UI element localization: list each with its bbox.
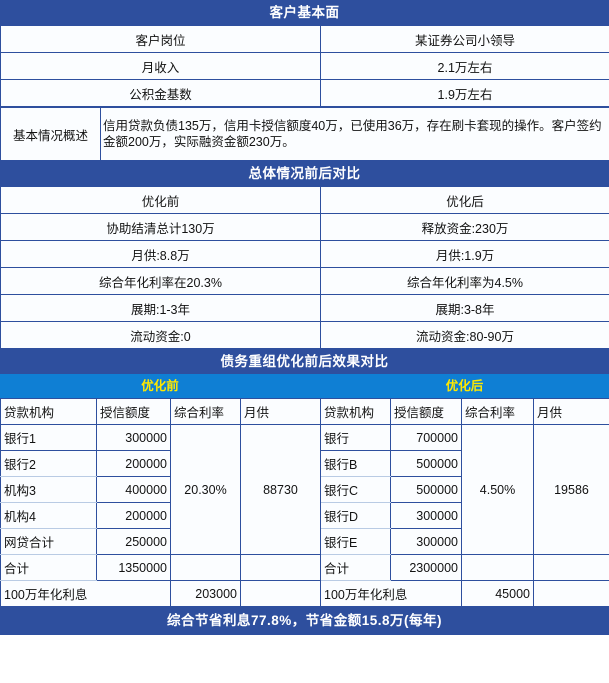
table-row-header: 优化前 优化后 bbox=[0, 186, 609, 214]
table-row: 公积金基数 1.9万左右 bbox=[0, 79, 609, 107]
basic-summary-table: 基本情况概述 信用贷款负债135万，信用卡授信额度40万，已使用36万，存在刷卡… bbox=[0, 107, 609, 161]
before-amount-1: 200000 bbox=[96, 450, 171, 477]
overall-before-0: 协助结清总计130万 bbox=[0, 213, 321, 241]
debt-detail-table: 贷款机构 授信额度 综合利率 月供 贷款机构 授信额度 综合利率 月供 银行1 … bbox=[0, 398, 609, 607]
before-inst-1: 银行2 bbox=[0, 450, 97, 477]
after-rate: 4.50% bbox=[461, 424, 534, 555]
after-interest-label: 100万年化利息 bbox=[320, 580, 462, 607]
after-interest-value: 45000 bbox=[461, 580, 534, 607]
overall-col-before: 优化前 bbox=[0, 186, 321, 214]
before-inst-4: 网贷合计 bbox=[0, 528, 97, 555]
after-interest-blank bbox=[533, 580, 609, 607]
overall-before-2: 综合年化利率在20.3% bbox=[0, 267, 321, 295]
overall-before-1: 月供:8.8万 bbox=[0, 240, 321, 268]
debt-sub-after: 优化后 bbox=[445, 379, 484, 393]
table-row: 机构3 400000 银行C 500000 bbox=[0, 476, 609, 503]
table-row: 银行1 300000 20.30% 88730 银行 700000 4.50% … bbox=[0, 424, 609, 555]
before-amount-0: 300000 bbox=[96, 424, 171, 451]
before-amount-2: 400000 bbox=[96, 476, 171, 503]
debt-header-7: 月供 bbox=[533, 398, 609, 425]
before-monthly: 88730 bbox=[240, 424, 321, 555]
before-inst-0: 银行1 bbox=[0, 424, 97, 451]
overall-after-1: 月供:1.9万 bbox=[320, 240, 609, 268]
before-amount-total: 1350000 bbox=[96, 554, 171, 581]
after-amount-3: 300000 bbox=[390, 502, 462, 529]
after-inst-1: 银行B bbox=[320, 450, 391, 477]
debt-header-0: 贷款机构 bbox=[0, 398, 97, 425]
basic-label-position: 客户岗位 bbox=[0, 25, 321, 53]
debt-header-3: 月供 bbox=[240, 398, 321, 425]
overall-after-3: 展期:3-8年 bbox=[320, 294, 609, 322]
debt-header-2: 综合利率 bbox=[170, 398, 241, 425]
overall-after-2: 综合年化利率为4.5% bbox=[320, 267, 609, 295]
after-amount-2: 500000 bbox=[390, 476, 462, 503]
overall-after-0: 释放资金:230万 bbox=[320, 213, 609, 241]
before-amount-3: 200000 bbox=[96, 502, 171, 529]
debt-subheader-row: 优化前 优化后 bbox=[0, 374, 609, 398]
before-rate-total-blank bbox=[170, 554, 241, 581]
table-row-total: 合计 1350000 合计 2300000 bbox=[0, 554, 609, 581]
basic-value-income: 2.1万左右 bbox=[320, 52, 609, 80]
table-row: 流动资金:0 流动资金:80-90万 bbox=[0, 321, 609, 349]
after-monthly-total-blank bbox=[533, 554, 609, 581]
overall-compare-table: 优化前 优化后 协助结清总计130万 释放资金:230万 月供:8.8万 月供:… bbox=[0, 186, 609, 349]
table-row-interest: 100万年化利息 203000 100万年化利息 45000 bbox=[0, 580, 609, 607]
after-inst-3: 银行D bbox=[320, 502, 391, 529]
after-rate-total-blank bbox=[461, 554, 534, 581]
overall-after-4: 流动资金:80-90万 bbox=[320, 321, 609, 349]
before-inst-3: 机构4 bbox=[0, 502, 97, 529]
debt-header-1: 授信额度 bbox=[96, 398, 171, 425]
before-monthly-total-blank bbox=[240, 554, 321, 581]
before-interest-value: 203000 bbox=[170, 580, 241, 607]
table-row-header: 贷款机构 授信额度 综合利率 月供 贷款机构 授信额度 综合利率 月供 bbox=[0, 398, 609, 425]
before-interest-label: 100万年化利息 bbox=[0, 580, 171, 607]
basic-info-table: 客户岗位 某证券公司小领导 月收入 2.1万左右 公积金基数 1.9万左右 bbox=[0, 25, 609, 107]
after-inst-0: 银行 bbox=[320, 424, 391, 451]
table-row: 银行2 200000 银行B 500000 bbox=[0, 450, 609, 477]
debt-header-6: 综合利率 bbox=[461, 398, 534, 425]
basic-label-fund: 公积金基数 bbox=[0, 79, 321, 107]
overall-before-3: 展期:1-3年 bbox=[0, 294, 321, 322]
table-row: 月收入 2.1万左右 bbox=[0, 52, 609, 80]
before-inst-2: 机构3 bbox=[0, 476, 97, 503]
after-amount-1: 500000 bbox=[390, 450, 462, 477]
before-rate: 20.30% bbox=[170, 424, 241, 555]
overall-col-after: 优化后 bbox=[320, 186, 609, 214]
debt-header-5: 授信额度 bbox=[390, 398, 462, 425]
table-row: 展期:1-3年 展期:3-8年 bbox=[0, 294, 609, 322]
after-amount-total: 2300000 bbox=[390, 554, 462, 581]
table-row: 协助结清总计130万 释放资金:230万 bbox=[0, 213, 609, 241]
section-banner-debt: 债务重组优化前后效果对比 bbox=[0, 349, 609, 374]
after-inst-total: 合计 bbox=[320, 554, 391, 581]
before-amount-4: 250000 bbox=[96, 528, 171, 555]
after-amount-0: 700000 bbox=[390, 424, 462, 451]
after-monthly: 19586 bbox=[533, 424, 609, 555]
footer-banner-savings: 综合节省利息77.8%，节省金额15.8万(每年) bbox=[0, 607, 609, 635]
before-inst-total: 合计 bbox=[0, 554, 97, 581]
debt-header-4: 贷款机构 bbox=[320, 398, 391, 425]
basic-label-income: 月收入 bbox=[0, 52, 321, 80]
after-inst-4: 银行E bbox=[320, 528, 391, 555]
after-amount-4: 300000 bbox=[390, 528, 462, 555]
summary-text: 信用贷款负债135万，信用卡授信额度40万，已使用36万，存在刷卡套现的操作。客… bbox=[100, 107, 609, 161]
table-row: 月供:8.8万 月供:1.9万 bbox=[0, 240, 609, 268]
section-banner-overall: 总体情况前后对比 bbox=[0, 161, 609, 186]
after-inst-2: 银行C bbox=[320, 476, 391, 503]
debt-sub-before: 优化前 bbox=[141, 379, 179, 393]
table-row: 基本情况概述 信用贷款负债135万，信用卡授信额度40万，已使用36万，存在刷卡… bbox=[0, 107, 609, 161]
overall-before-4: 流动资金:0 bbox=[0, 321, 321, 349]
before-interest-blank bbox=[240, 580, 321, 607]
table-row: 综合年化利率在20.3% 综合年化利率为4.5% bbox=[0, 267, 609, 295]
basic-value-fund: 1.9万左右 bbox=[320, 79, 609, 107]
section-banner-basic: 客户基本面 bbox=[0, 0, 609, 25]
basic-value-position: 某证券公司小领导 bbox=[320, 25, 609, 53]
table-row: 机构4 200000 银行D 300000 bbox=[0, 502, 609, 529]
table-row: 客户岗位 某证券公司小领导 bbox=[0, 25, 609, 53]
summary-label: 基本情况概述 bbox=[0, 107, 101, 161]
table-row: 网贷合计 250000 银行E 300000 bbox=[0, 528, 609, 555]
